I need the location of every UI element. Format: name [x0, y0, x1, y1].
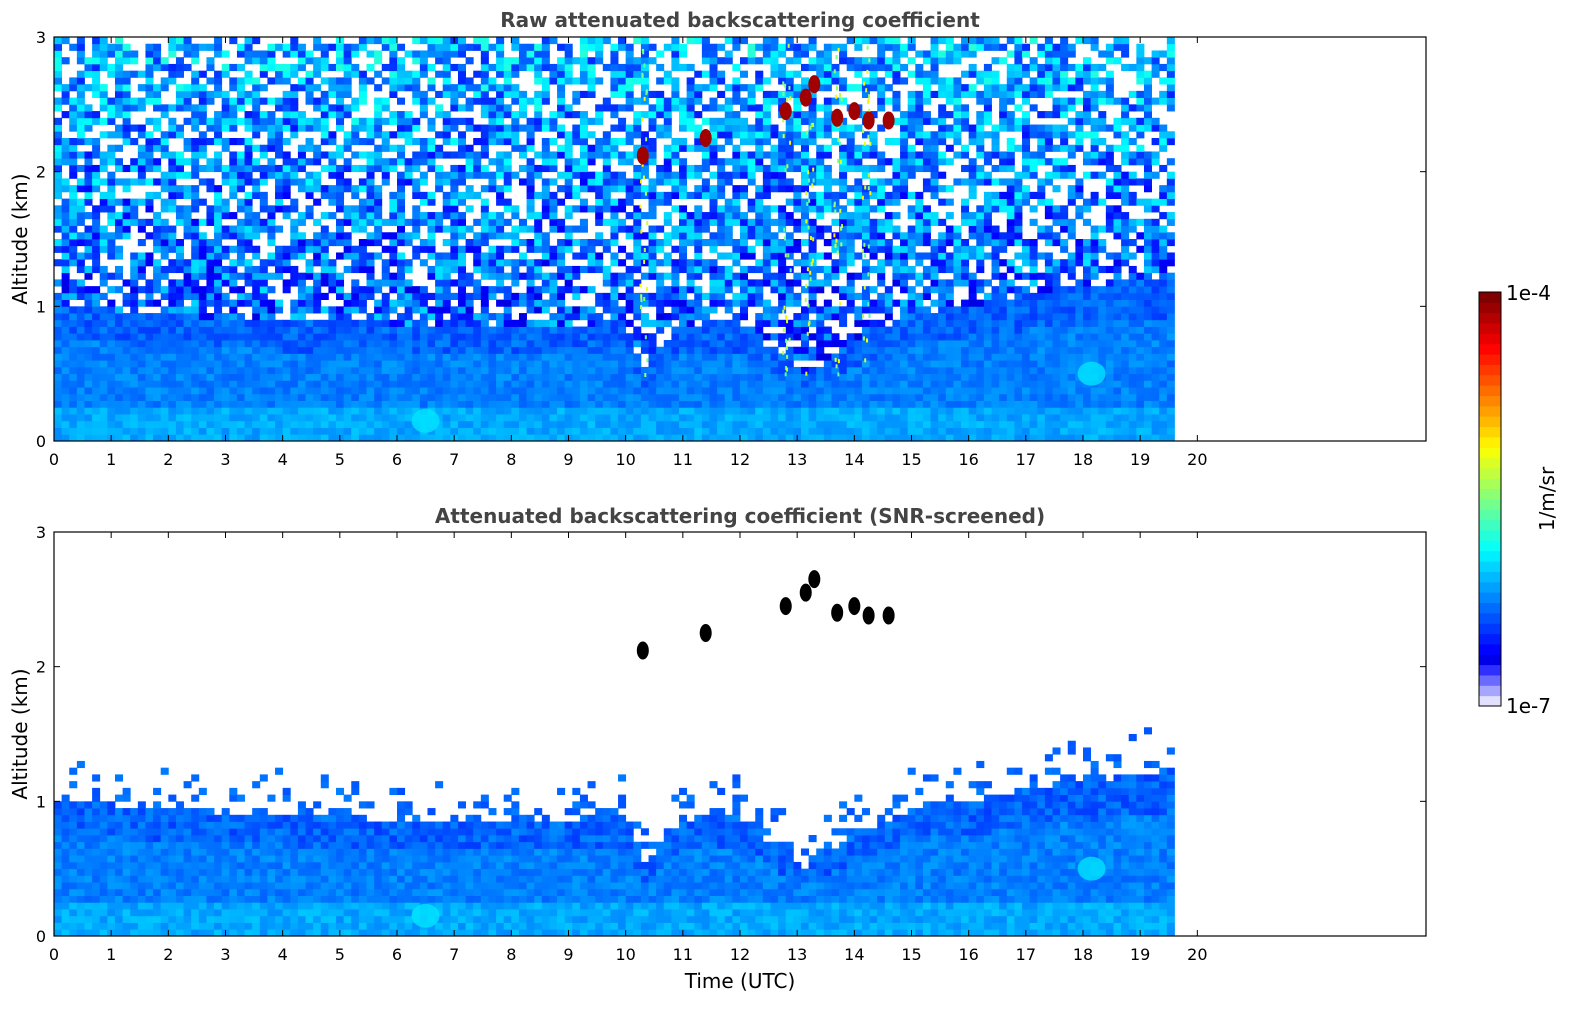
- x-tick-label: 12: [730, 945, 750, 964]
- x-tick-label: 3: [220, 450, 230, 469]
- bottom-panel: Attenuated backscattering coefficient (S…: [8, 504, 1427, 993]
- cloud-feature: [831, 603, 844, 622]
- x-tick-label: 16: [958, 945, 978, 964]
- cloud-feature: [862, 111, 875, 130]
- top-panel-ylabel: Altitude (km): [8, 173, 32, 304]
- colorbar-max-label: 1e-4: [1506, 281, 1551, 305]
- x-tick-label: 5: [335, 450, 345, 469]
- plume-feature: [1077, 361, 1106, 386]
- cloud-feature: [799, 583, 812, 602]
- colorbar-frame: [1478, 291, 1502, 707]
- y-tick-label: 2: [36, 163, 46, 182]
- x-tick-label: 5: [335, 945, 345, 964]
- x-tick-label: 12: [730, 450, 750, 469]
- y-tick-label: 3: [36, 523, 46, 542]
- top-panel-heatmap: [54, 37, 1175, 442]
- cloud-feature: [831, 108, 844, 127]
- colorbar-label: 1/m/sr: [1535, 466, 1559, 531]
- x-tick-label: 20: [1187, 450, 1207, 469]
- x-tick-label: 1: [106, 945, 116, 964]
- x-tick-label: 11: [673, 945, 693, 964]
- x-tick-label: 20: [1187, 945, 1207, 964]
- colorbar: 1e-4 1e-7 1/m/sr: [1478, 281, 1559, 718]
- y-tick-label: 0: [36, 432, 46, 451]
- cloud-feature: [848, 597, 861, 616]
- y-tick-label: 0: [36, 927, 46, 946]
- x-tick-label: 6: [392, 450, 402, 469]
- x-tick-label: 1: [106, 450, 116, 469]
- cloud-feature: [799, 88, 812, 107]
- x-tick-label: 7: [449, 450, 459, 469]
- cloud-feature: [862, 606, 875, 625]
- colorbar-min-label: 1e-7: [1506, 694, 1551, 718]
- top-panel: Raw attenuated backscattering coefficien…: [8, 8, 1427, 469]
- cloud-feature: [808, 570, 821, 589]
- x-tick-label: 10: [615, 450, 635, 469]
- cloud-feature: [882, 111, 895, 130]
- plume-feature: [411, 408, 440, 433]
- cloud-feature: [699, 624, 712, 642]
- x-tick-label: 11: [673, 450, 693, 469]
- y-tick-label: 1: [36, 297, 46, 316]
- x-tick-label: 17: [1016, 945, 1036, 964]
- y-tick-label: 3: [36, 28, 46, 47]
- cloud-feature: [848, 102, 861, 121]
- colorbar-gradient: [1479, 292, 1501, 707]
- x-tick-label: 6: [392, 945, 402, 964]
- x-tick-label: 15: [901, 945, 921, 964]
- cloud-feature: [808, 75, 821, 94]
- x-tick-label: 19: [1130, 450, 1150, 469]
- plume-feature: [411, 903, 440, 928]
- x-tick-label: 9: [563, 450, 573, 469]
- x-tick-label: 8: [506, 450, 516, 469]
- x-tick-label: 14: [844, 945, 864, 964]
- y-tick-label: 2: [36, 658, 46, 677]
- x-tick-label: 19: [1130, 945, 1150, 964]
- x-tick-label: 16: [958, 450, 978, 469]
- bottom-panel-heatmap: [54, 570, 1175, 937]
- x-tick-label: 3: [220, 945, 230, 964]
- bottom-panel-ylabel: Altitude (km): [8, 668, 32, 799]
- x-tick-label: 18: [1073, 945, 1093, 964]
- x-tick-label: 7: [449, 945, 459, 964]
- cloud-feature: [636, 641, 649, 660]
- cloud-feature: [699, 129, 712, 147]
- cloud-feature: [882, 606, 895, 625]
- x-tick-label: 2: [163, 450, 173, 469]
- x-tick-label: 14: [844, 450, 864, 469]
- x-tick-label: 4: [278, 450, 288, 469]
- x-tick-label: 2: [163, 945, 173, 964]
- x-tick-label: 0: [49, 945, 59, 964]
- x-tick-label: 13: [787, 450, 807, 469]
- x-tick-label: 10: [615, 945, 635, 964]
- x-tick-label: 4: [278, 945, 288, 964]
- cloud-feature: [779, 597, 792, 616]
- cloud-feature: [779, 102, 792, 121]
- x-tick-label: 13: [787, 945, 807, 964]
- cloud-feature: [636, 146, 649, 165]
- x-tick-label: 0: [49, 450, 59, 469]
- y-tick-label: 1: [36, 792, 46, 811]
- bottom-panel-title: Attenuated backscattering coefficient (S…: [435, 504, 1045, 528]
- x-tick-label: 18: [1073, 450, 1093, 469]
- x-tick-label: 9: [563, 945, 573, 964]
- x-tick-label: 8: [506, 945, 516, 964]
- bottom-panel-xlabel: Time (UTC): [684, 969, 796, 993]
- plume-feature: [1077, 856, 1106, 881]
- top-panel-title: Raw attenuated backscattering coefficien…: [500, 8, 980, 32]
- x-tick-label: 15: [901, 450, 921, 469]
- x-tick-label: 17: [1016, 450, 1036, 469]
